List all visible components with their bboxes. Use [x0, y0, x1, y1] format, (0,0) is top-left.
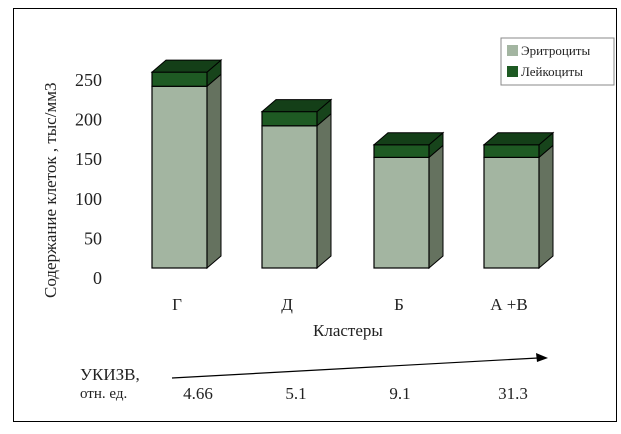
x-tick-label: А +В: [490, 295, 527, 314]
index-value: 4.66: [183, 384, 213, 403]
bar-leukocytes: [373, 144, 430, 158]
bar-top-face: [482, 132, 555, 146]
bar-top-face: [260, 99, 333, 113]
bar-side-erythrocytes: [428, 144, 444, 270]
bar-erythrocytes: [151, 85, 208, 269]
y-tick-label: 150: [75, 149, 102, 169]
index-label-line2: отн. ед.: [80, 386, 127, 402]
legend: Эритроциты Лейкоциты: [500, 37, 615, 86]
bar-side-erythrocytes: [538, 144, 554, 270]
bar-leukocytes: [151, 71, 208, 87]
y-axis-label: Содержание клеток , тыс/мм3: [41, 83, 60, 298]
x-axis-label: Кластеры: [313, 321, 383, 340]
trend-arrowhead: [536, 353, 548, 362]
legend-swatch-leukocytes: [507, 66, 518, 77]
chart-frame: [13, 8, 617, 422]
bar-side-erythrocytes: [206, 73, 222, 270]
y-tick-label: 0: [93, 268, 102, 288]
bar-top-face: [372, 132, 445, 146]
bar-side-erythrocytes: [316, 112, 332, 270]
y-tick-label: 50: [84, 228, 102, 248]
index-value: 31.3: [498, 384, 528, 403]
index-value: 5.1: [285, 384, 306, 403]
bar-erythrocytes: [261, 125, 318, 269]
legend-label-leukocytes: Лейкоциты: [521, 64, 583, 79]
bar-leukocytes: [483, 144, 540, 158]
bar-erythrocytes: [483, 156, 540, 269]
bar-top-face: [150, 59, 223, 73]
y-tick-label: 200: [75, 110, 102, 130]
legend-label-erythrocytes: Эритроциты: [521, 43, 590, 58]
y-tick-label: 250: [75, 70, 102, 90]
y-tick-label: 100: [75, 189, 102, 209]
bar-erythrocytes: [373, 156, 430, 269]
index-label-line1: УКИЗВ,: [80, 365, 140, 384]
legend-swatch-erythrocytes: [507, 45, 518, 56]
x-tick-label: Б: [394, 295, 404, 314]
x-tick-label: Д: [281, 295, 293, 314]
bar-leukocytes: [261, 110, 318, 127]
trend-arrow-line: [171, 357, 539, 379]
x-tick-label: Г: [172, 295, 182, 314]
index-value: 9.1: [389, 384, 410, 403]
